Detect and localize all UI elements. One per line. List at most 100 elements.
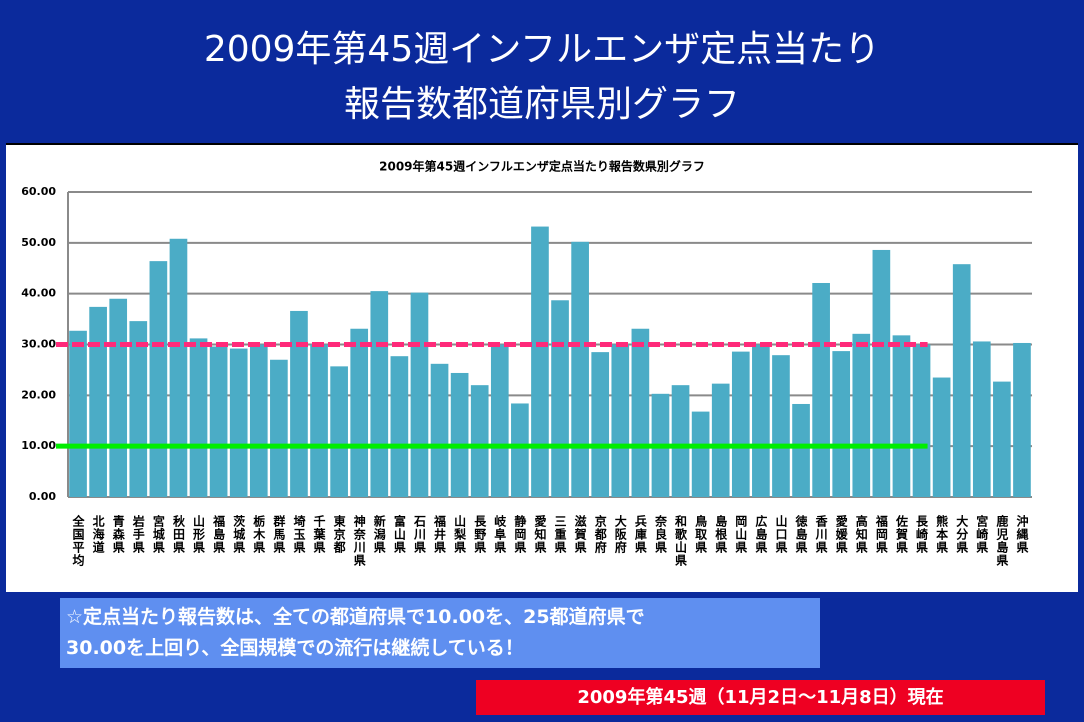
y-tick-label: 50.00 (21, 236, 56, 249)
chart-panel: 2009年第45週インフルエンザ定点当たり報告数県別グラフ 0.00 10.00 2… (6, 143, 1078, 592)
bar (470, 385, 489, 497)
x-tick-label: 鹿児島県 (994, 515, 1009, 567)
bar (591, 352, 610, 497)
x-tick-label: 沖縄県 (1014, 515, 1029, 554)
note-line: 30.00を上回り、全国規模での流行は継続している！ (66, 637, 524, 659)
chart-title: 2009年第45週インフルエンザ定点当たり報告数県別グラフ (379, 159, 705, 174)
x-tick-label: 群馬県 (271, 515, 286, 554)
x-tick-label: 福岡県 (874, 515, 889, 554)
x-tick-label: 山梨県 (452, 515, 467, 554)
bar (912, 344, 931, 497)
x-tick-label: 東京都 (332, 515, 347, 554)
footer: 2009年第45週（11月2日～11月8日）現在 (476, 680, 1045, 715)
x-tick-label: 宮崎県 (974, 515, 989, 554)
x-tick-label: 三重県 (553, 515, 568, 554)
bar (390, 356, 409, 497)
bar (109, 298, 128, 497)
bar (450, 372, 469, 497)
x-tick-label: 香川県 (814, 515, 829, 554)
bar (892, 335, 911, 497)
bar (852, 333, 871, 497)
x-tick-label: 熊本県 (934, 515, 949, 554)
bar (711, 383, 730, 497)
bar (430, 363, 449, 497)
y-tick-label: 20.00 (21, 388, 56, 401)
y-tick-label: 0.00 (29, 490, 56, 503)
bar (129, 321, 148, 497)
x-tick-label: 奈良県 (653, 515, 668, 554)
bar (149, 261, 168, 497)
x-tick-label: 鳥取県 (693, 515, 708, 554)
bar (270, 359, 288, 497)
bar (209, 346, 228, 497)
x-tick-label: 長野県 (472, 515, 487, 554)
x-tick-label: 山口県 (773, 515, 788, 554)
bar (932, 377, 951, 497)
bar (571, 241, 589, 497)
x-tick-label: 岩手県 (131, 515, 146, 554)
bar (832, 351, 851, 497)
bar (531, 226, 549, 498)
bar (872, 249, 891, 497)
x-tick-label: 大阪府 (613, 515, 628, 554)
bar (812, 282, 830, 497)
x-tick-label: 全国平均 (71, 515, 86, 567)
x-tick-label: 愛媛県 (834, 515, 849, 554)
y-tick-label: 30.00 (21, 338, 56, 351)
bar (691, 411, 710, 497)
bar (752, 344, 770, 497)
bar (1013, 342, 1031, 497)
y-tick-label: 40.00 (21, 287, 56, 300)
x-tick-label: 茨城県 (231, 515, 246, 554)
x-tick-label: 佐賀県 (894, 515, 909, 554)
bar (89, 306, 107, 497)
x-tick-label: 徳島県 (794, 515, 809, 554)
bar (310, 344, 328, 497)
bar (350, 328, 369, 497)
y-tick-label: 60.00 (21, 185, 56, 198)
note-line: ☆定点当たり報告数は、全ての都道府県で10.00を、25都道府県で (66, 606, 645, 628)
x-tick-label: 宮城県 (151, 515, 166, 554)
bar (330, 366, 348, 497)
x-tick-label: 岐阜県 (492, 515, 507, 554)
bar (972, 341, 991, 497)
x-tick-label: 埼玉県 (291, 515, 306, 554)
x-tick-label: 北海道 (91, 515, 106, 554)
x-tick-label: 京都府 (593, 515, 608, 554)
x-tick-label: 静岡県 (512, 515, 527, 554)
bar (490, 344, 509, 497)
bar (792, 403, 810, 497)
x-tick-label: 石川県 (412, 515, 427, 554)
x-tick-label: 和歌山県 (673, 515, 688, 567)
bar (410, 292, 429, 497)
slide-title: 2009年第45週インフルエンザ定点当たり (203, 29, 881, 70)
x-tick-label: 福井県 (432, 515, 447, 554)
x-tick-label: 大分県 (954, 515, 969, 554)
bar (229, 348, 248, 497)
bar (69, 330, 87, 497)
bar (511, 403, 529, 497)
x-tick-label: 栃木県 (251, 515, 266, 554)
x-tick-label: 愛知県 (532, 515, 547, 554)
x-tick-label: 島根県 (713, 515, 728, 554)
bar (189, 338, 208, 497)
x-tick-label: 富山県 (392, 515, 407, 554)
x-tick-label: 新潟県 (372, 515, 387, 554)
bar (249, 344, 268, 497)
x-tick-label: 神奈川県 (352, 515, 367, 567)
bar (290, 310, 308, 497)
x-tick-label: 兵庫県 (633, 515, 648, 554)
bar (370, 291, 389, 497)
x-tick-label: 青森県 (111, 515, 126, 554)
x-tick-label: 広島県 (753, 515, 768, 554)
x-tick-label: 滋賀県 (573, 515, 588, 554)
bar (772, 355, 790, 497)
bar (631, 328, 650, 497)
x-tick-label: 山形県 (191, 515, 206, 554)
chart: 2009年第45週インフルエンザ定点当たり報告数県別グラフ 0.00 10.00 2… (21, 159, 1032, 503)
x-tick-label: 福島県 (211, 515, 226, 554)
y-tick-label: 10.00 (21, 439, 56, 452)
x-tick-label: 高知県 (854, 515, 869, 554)
x-tick-label: 岡山県 (733, 515, 748, 554)
